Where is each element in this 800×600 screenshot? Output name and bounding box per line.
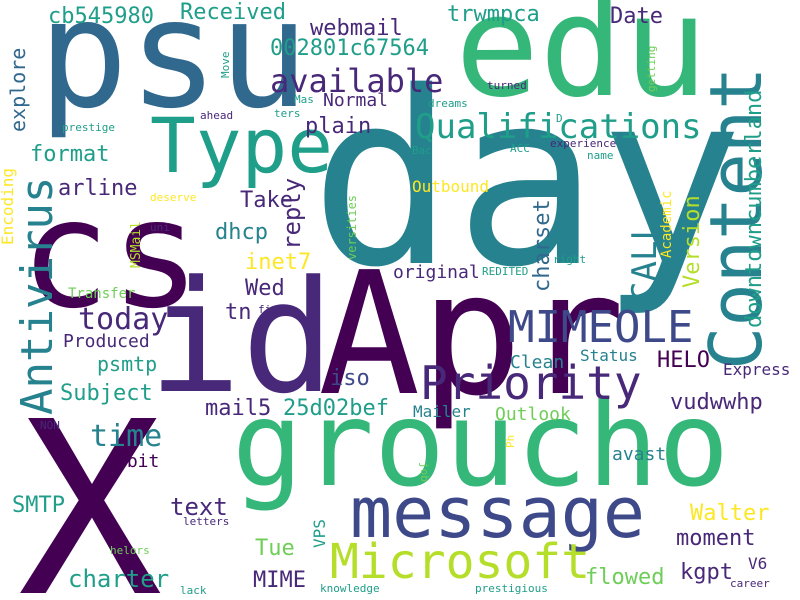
word-priority: Priority [420,356,642,410]
word-tue: Tue [255,536,295,561]
word-mail5: mail5 [205,396,272,421]
word-deserve: deserve [150,191,197,204]
word-type: Type [150,101,334,190]
word-id: id [148,247,335,428]
word-move: Move [219,51,232,79]
word-experience: experience [550,137,617,150]
word-helo: HELO [657,348,710,373]
word-transfer: Transfer [68,286,136,302]
word-charset: charset [530,199,555,292]
word-charter: charter [68,565,170,593]
word-academic: Academic [659,190,675,258]
word-text: text [170,493,228,521]
word-helors: helors [110,544,150,557]
word-cb545980: cb545980 [48,4,154,29]
word-message: message [350,472,646,554]
word-plain: plain [305,114,372,139]
word-tn: tn [225,300,252,325]
word-subject: Subject [60,381,153,406]
word-right: right [553,253,587,266]
word-call: CALL [625,220,665,302]
word-wed: Wed [245,276,285,301]
word-date: Date [610,4,663,29]
word-outbound: Outbound [412,177,490,196]
word-vps: VPS [310,519,329,548]
word-psmtp: psmtp [97,352,158,376]
word-kgpt: kgpt [680,560,733,585]
word-format: format [30,142,110,167]
word-iso: iso [330,366,370,391]
word-arline: arline [58,176,138,201]
word-walter: Walter [690,501,770,526]
word-avast: avast [612,444,667,465]
word-career: career [730,577,770,590]
word-time: time [90,419,163,454]
word-encoding: Encoding [0,167,17,245]
word-x: X [18,370,163,600]
word-explore: explore [6,47,30,132]
word-trwmpca: trwmpca [447,2,540,27]
word-versities: versities [345,194,359,260]
word-mailer: Mailer [413,402,471,421]
word-version: Version [680,195,705,288]
word-express: Express [723,360,791,379]
word-normal: Normal [323,90,389,111]
word-job: job [418,462,431,482]
word-prestigious: prestigious [475,582,548,595]
word-received: Received [180,0,286,25]
word-knowledge: knowledge [320,582,380,595]
word-today: today [78,302,169,337]
word-v6: V6 [748,554,768,573]
word-dhcp: dhcp [215,220,268,245]
word-mas: Mas [294,93,314,106]
word-produced: Produced [63,331,150,352]
word-microsoft: Microsoft [330,534,591,590]
word-ters: ters [274,107,301,120]
word-clean: Clean [510,352,565,373]
word-uni: uni [150,221,170,234]
word-outlook: Outlook [495,404,571,425]
word-moment: moment [676,526,756,551]
word-downtowncumberland: downtowncumberland [742,89,767,328]
word-turned: turned [487,79,527,92]
word-cs: cs [20,168,201,342]
word-webmail: webmail [310,16,403,41]
word-dreams: dreams [428,97,468,110]
word-ph: Ph [504,434,517,448]
word-hash: 25d02bef [283,396,389,421]
word-letters: letters [183,515,230,528]
word-lack: lack [180,584,207,597]
word-flowed: flowed [585,565,665,590]
word-vudwwhp: vudwwhp [670,390,763,415]
word-7bit: 7bit [116,451,160,472]
word-antivirus: Antivirus [12,176,63,415]
word-status: Status [580,346,638,365]
word-field: field [258,303,292,316]
word-psu: psu [38,0,309,142]
word-day: day [310,40,744,320]
word-inet7: inet7 [245,250,312,275]
word-msmail: MSMail [129,221,144,268]
word-take: Take [240,188,293,213]
word-qualifications: Qualifications [415,107,702,147]
word-acc: ACC [510,142,530,155]
word-prestige: prestige [62,121,115,134]
word-hex-id: 002801c67564 [270,36,429,61]
word-ahead: ahead [200,109,234,122]
word-bac: Bac [412,144,432,157]
word-edu: edu [455,0,708,129]
word-d-letter: D [556,112,563,125]
word-mimeole: MIMEOLE [508,302,694,353]
word-original: original [393,262,480,283]
word-redited: REDITED [482,265,529,278]
word-name: name [587,149,614,162]
word-apr: Apr [318,236,626,434]
word-non: NON [40,419,60,432]
word-smtp: SMTP [12,493,65,518]
word-mime: MIME [253,568,306,593]
word-available: available [270,62,444,100]
word-groucho: groucho [232,375,730,513]
word-getting: getting [645,45,658,92]
